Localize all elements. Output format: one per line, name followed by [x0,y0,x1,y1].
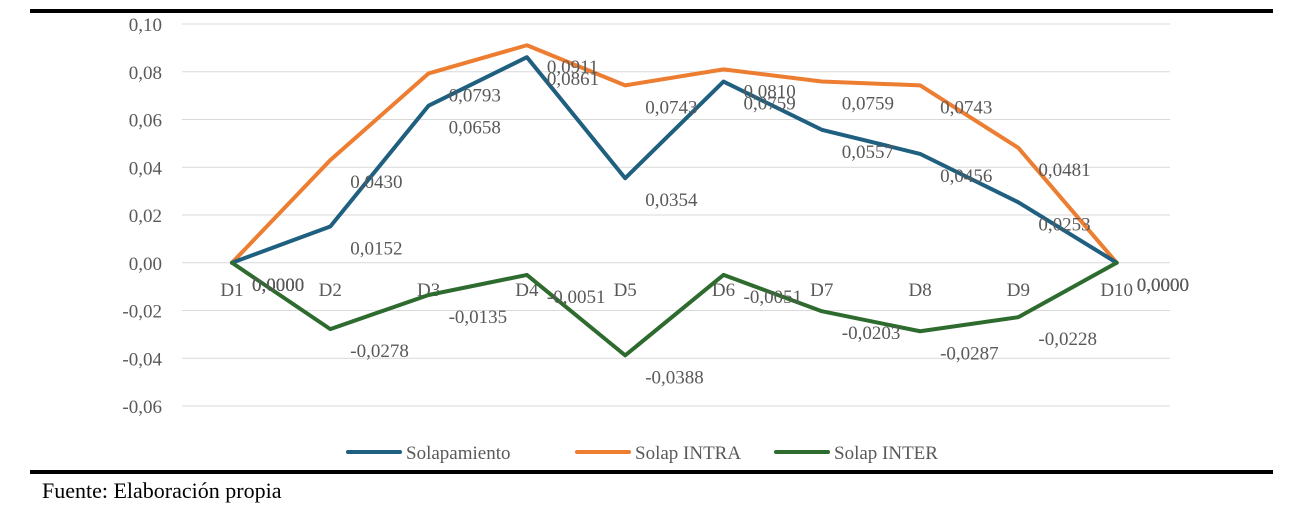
data-label: -0,0135 [449,307,508,328]
x-tick-label: D6 [712,280,735,301]
legend-label: Solapamiento [406,443,510,464]
data-label: 0,0557 [842,142,894,163]
data-label: 0,0000 [252,275,304,296]
data-label: 0,0430 [350,172,402,193]
data-label: 0,0759 [744,94,796,115]
data-label: 0,0810 [744,81,796,102]
legend-item: Solap INTRA [575,443,741,464]
y-tick-label: 0,00 [129,254,162,275]
data-label: 0,0152 [350,238,402,259]
data-label: 0,0253 [1038,214,1090,235]
data-label: -0,0051 [744,287,803,308]
data-label: 0,0000 [252,275,304,296]
line-chart: 0,100,080,060,040,020,00-0,02-0,04-0,06 … [122,15,1189,464]
y-tick-label: 0,02 [129,206,162,227]
data-label: 0,0759 [842,94,894,115]
y-tick-label: -0,04 [122,349,162,370]
x-tick-label: D7 [810,280,833,301]
series-lines [230,43,1119,358]
y-tick-label: 0,10 [129,15,162,36]
y-tick-label: 0,06 [129,111,162,132]
data-label: 0,0354 [645,190,698,211]
data-label: 0,0793 [449,85,501,106]
y-tick-label: -0,06 [122,397,162,418]
y-tick-label: 0,08 [129,63,162,84]
bottom-rule [30,470,1273,474]
legend-label: Solap INTRA [635,443,741,464]
series-line-solap-inter [230,260,1119,358]
data-labels: 0,0000 0,0152 0,0658 0,0861 0,0354 0,0759 0,05… [252,57,1189,388]
x-axis: D1 D2 D3 D4 D5 D6 D7 D8 D9 D10 [220,280,1133,301]
y-axis: 0,10 0,08 0,06 0,04 0,02 0,00 -0,02 -0,04 -0,06 [122,15,162,418]
data-label: 0,0861 [547,69,599,90]
data-label: 0,0911 [547,57,599,78]
data-label: -0,0228 [1038,329,1097,350]
x-tick-label: D10 [1100,280,1133,301]
legend-item: Solap INTER [774,443,938,464]
x-tick-label: D4 [515,280,539,301]
y-tick-label: 0,04 [129,158,163,179]
x-tick-label: D8 [908,280,931,301]
data-label: -0,0051 [547,287,606,308]
data-label: 0,0000 [1137,275,1189,296]
x-tick-label: D1 [220,280,243,301]
data-label: 0,0456 [940,166,992,187]
data-label: 0,0481 [1038,160,1090,181]
x-tick-label: D5 [614,280,637,301]
legend-item: Solapamiento [346,443,510,464]
data-label: -0,0203 [842,323,901,344]
y-tick-label: -0,02 [122,302,162,323]
gridlines [182,23,1170,407]
data-label: 0,0743 [940,97,992,118]
top-rule [30,9,1273,13]
series-line-solap-intra [230,43,1119,265]
legend: Solapamiento Solap INTRA Solap INTER [346,443,938,464]
data-label: -0,0287 [940,343,999,364]
data-label: -0,0388 [645,367,704,388]
series-line-solapamiento [230,55,1119,265]
legend-label: Solap INTER [834,443,938,464]
data-label: 0,0000 [252,275,304,296]
source-note: Fuente: Elaboración propia [42,478,282,503]
data-label: -0,0278 [350,341,409,362]
data-label: 0,0658 [449,118,501,139]
data-label: 0,0743 [645,97,697,118]
data-label: 0,0000 [1137,275,1189,296]
data-label: 0,0000 [1137,275,1189,296]
x-tick-label: D2 [319,280,342,301]
x-tick-label: D9 [1007,280,1030,301]
